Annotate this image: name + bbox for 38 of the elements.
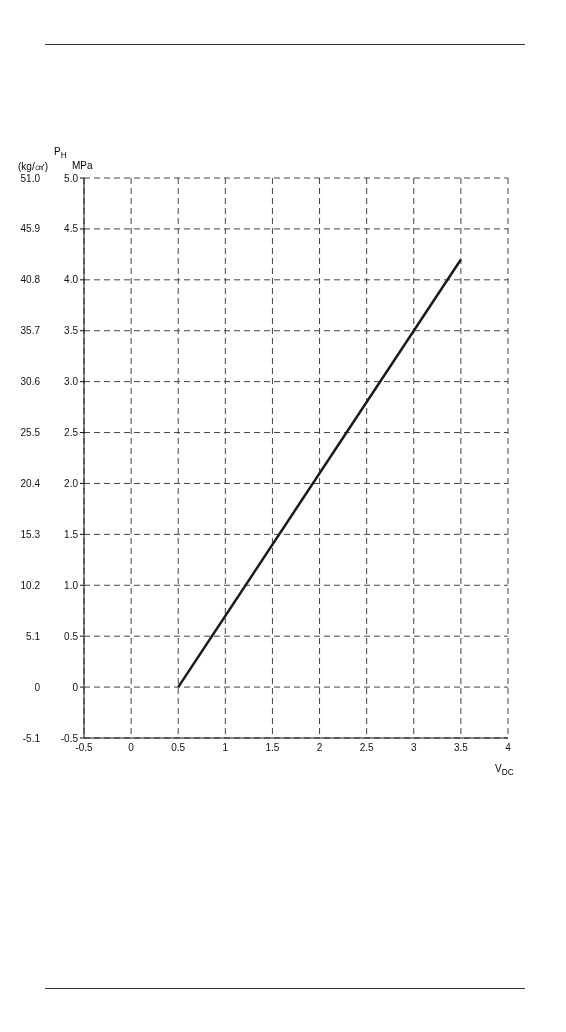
y2-tick-label: 10.2 (20, 579, 41, 591)
x-tick-label: 1.5 (265, 742, 280, 754)
y2-tick-label: 0 (34, 681, 41, 693)
x-tick-label: 3 (411, 742, 417, 754)
y-tick-label: 1.0 (64, 579, 79, 591)
y-tick-label: 4.0 (64, 274, 79, 286)
y-tick-label: 3.0 (64, 376, 79, 388)
x-tick-label: 3.5 (453, 742, 469, 754)
x-tick-label: 2 (316, 742, 323, 754)
y-tick-label: 5.0 (64, 172, 79, 184)
y-tick-label: 4.5 (64, 223, 79, 235)
x-tick-label: 4 (505, 742, 512, 754)
y2-tick-label: 15.3 (20, 528, 41, 540)
y-tick-label: 0 (72, 681, 79, 693)
y-tick-label: -0.5 (60, 732, 79, 744)
chart-title: P$_{H}$ (54, 146, 67, 160)
y-axis-title: MPa (72, 160, 93, 171)
y-tick-label: 2.5 (64, 427, 79, 439)
y2-tick-label: 25.5 (20, 427, 41, 439)
x-tick-label: 0.5 (171, 742, 186, 754)
y2-tick-label: 20.4 (20, 478, 41, 489)
y2-axis-title: (kg/㎠) (18, 160, 48, 174)
y-tick-label: 0.5 (64, 630, 79, 642)
y2-tick-label: 40.8 (20, 274, 41, 286)
y-tick-label: 2.0 (64, 478, 79, 489)
x-tick-label: 2.5 (359, 742, 375, 754)
y2-tick-label: -5.1 (22, 732, 41, 744)
y-tick-label: 1.5 (64, 528, 79, 540)
y-tick-label: 3.5 (64, 325, 79, 337)
x-tick-label: 0 (128, 742, 135, 754)
x-tick-label: 1 (222, 742, 229, 754)
x-tick-label: -0.5 (75, 742, 94, 754)
y2-tick-label: 35.7 (20, 325, 41, 337)
y2-tick-label: 5.1 (26, 630, 41, 642)
y2-tick-label: 51.0 (20, 172, 41, 184)
y2-tick-label: 30.6 (20, 376, 41, 388)
y2-tick-label: 45.9 (20, 223, 41, 235)
x-axis-title: V$_{DC}$ (495, 763, 514, 777)
